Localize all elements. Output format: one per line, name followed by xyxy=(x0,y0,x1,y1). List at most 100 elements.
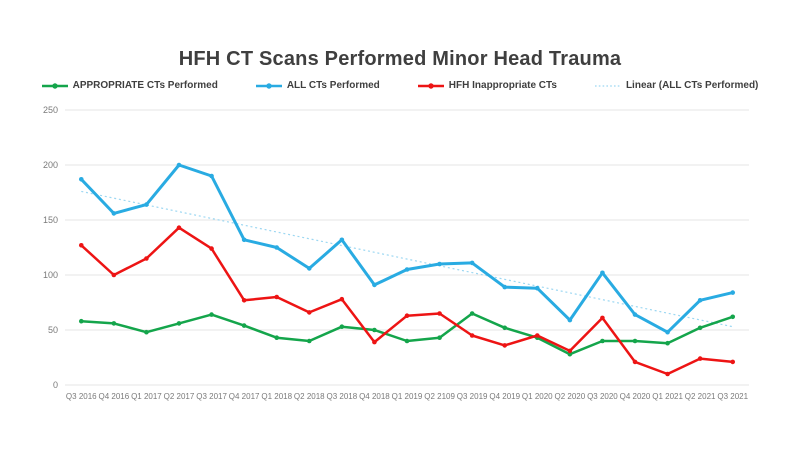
x-axis-tick-label: Q4 2020 xyxy=(620,392,651,401)
data-point[interactable] xyxy=(209,312,214,317)
y-axis-tick-label: 0 xyxy=(53,380,58,390)
data-point[interactable] xyxy=(502,284,508,290)
data-point[interactable] xyxy=(404,267,410,272)
data-point[interactable] xyxy=(78,243,84,248)
data-point[interactable] xyxy=(209,173,214,179)
data-point[interactable] xyxy=(372,327,377,333)
data-point[interactable] xyxy=(111,321,117,326)
x-axis-tick-label: Q1 2021 xyxy=(652,392,683,401)
legend-item-appropriate-cts[interactable]: APPROPRIATE CTs Performed xyxy=(41,80,218,91)
x-axis-tick-label: Q1 2020 xyxy=(522,392,553,401)
data-point[interactable] xyxy=(176,162,182,168)
x-axis-tick-label: Q4 2017 xyxy=(229,392,260,401)
data-point[interactable] xyxy=(339,296,345,302)
data-point[interactable] xyxy=(469,333,475,338)
data-point[interactable] xyxy=(339,324,345,330)
series-all-cts-performed[interactable] xyxy=(78,162,736,335)
y-axis-tick-label: 100 xyxy=(43,270,58,280)
legend-item-label: ALL CTs Performed xyxy=(286,80,380,91)
data-point[interactable] xyxy=(241,298,247,303)
data-point[interactable] xyxy=(372,282,377,288)
data-point[interactable] xyxy=(730,290,736,295)
x-axis-tick-label: Q3 2016 xyxy=(66,392,97,401)
data-point[interactable] xyxy=(469,311,475,316)
data-point[interactable] xyxy=(567,348,573,354)
data-point[interactable] xyxy=(274,294,280,300)
legend-marker-line-dot-icon xyxy=(41,82,68,90)
legend-item-hfh-inappropriate-cts[interactable]: HFH Inappropriate CTs xyxy=(417,80,557,91)
x-axis-tick-label: Q2 2018 xyxy=(294,392,325,401)
series-appropriate-cts-performed[interactable] xyxy=(78,311,736,357)
data-point[interactable] xyxy=(665,340,670,346)
data-point[interactable] xyxy=(730,314,736,320)
legend-item-label: HFH Inappropriate CTs xyxy=(448,80,557,91)
series-line[interactable] xyxy=(79,163,735,334)
data-point[interactable] xyxy=(111,272,117,278)
data-point[interactable] xyxy=(111,211,117,216)
data-point[interactable] xyxy=(404,338,410,344)
data-point[interactable] xyxy=(306,266,312,271)
data-point[interactable] xyxy=(339,237,345,243)
data-point[interactable] xyxy=(665,329,670,335)
data-point[interactable] xyxy=(241,323,247,328)
data-point[interactable] xyxy=(144,256,149,261)
data-point[interactable] xyxy=(502,343,508,348)
data-point[interactable] xyxy=(534,285,540,291)
legend-marker-dotted-line-icon xyxy=(594,82,621,90)
x-axis-tick-label: Q2 2020 xyxy=(555,392,586,401)
x-axis-tick-label: Q4 2018 xyxy=(359,392,390,401)
legend-item-linear-trendline[interactable]: Linear (ALL CTs Performed) xyxy=(594,80,758,91)
x-axis-tick-label: Q3 2018 xyxy=(327,392,358,401)
series-line[interactable] xyxy=(80,226,734,376)
x-axis-tick-label: Q3 2021 xyxy=(717,392,748,401)
data-point[interactable] xyxy=(144,329,149,335)
x-axis-tick-label: Q1 2019 xyxy=(392,392,423,401)
data-point[interactable] xyxy=(274,245,280,250)
data-point[interactable] xyxy=(176,321,182,326)
data-point[interactable] xyxy=(144,202,149,207)
data-point[interactable] xyxy=(697,356,703,361)
data-point[interactable] xyxy=(437,335,442,341)
data-point[interactable] xyxy=(730,359,736,365)
data-point[interactable] xyxy=(567,351,573,357)
data-point[interactable] xyxy=(600,338,605,344)
data-point[interactable] xyxy=(176,225,182,230)
data-point[interactable] xyxy=(241,237,247,243)
chart-legend: APPROPRIATE CTs Performed ALL CTs Perfor… xyxy=(0,80,800,91)
data-point[interactable] xyxy=(567,317,573,323)
data-point[interactable] xyxy=(697,298,703,303)
data-point[interactable] xyxy=(437,311,442,316)
x-axis-tick-label: Q1 2018 xyxy=(261,392,292,401)
series-hfh-inappropriate-cts[interactable] xyxy=(78,225,736,377)
data-point[interactable] xyxy=(78,177,84,182)
data-point[interactable] xyxy=(404,313,410,319)
data-point[interactable] xyxy=(534,333,540,338)
data-point[interactable] xyxy=(437,261,442,267)
legend-marker-line-dot-icon xyxy=(417,82,444,90)
data-point[interactable] xyxy=(469,260,475,266)
legend-marker-line-dot-icon xyxy=(255,82,282,90)
x-axis-tick-label: Q1 2017 xyxy=(131,392,162,401)
data-point[interactable] xyxy=(632,338,638,344)
data-point[interactable] xyxy=(665,371,670,377)
data-point[interactable] xyxy=(274,335,280,341)
data-point[interactable] xyxy=(697,325,703,331)
data-point[interactable] xyxy=(600,315,605,321)
trendline-linear-all-cts-performed[interactable] xyxy=(81,190,733,328)
data-point[interactable] xyxy=(600,270,605,276)
data-point[interactable] xyxy=(632,312,638,317)
data-point[interactable] xyxy=(209,246,214,251)
data-point[interactable] xyxy=(502,325,508,331)
x-axis-tick-label: Q2 2021 xyxy=(685,392,716,401)
data-point[interactable] xyxy=(306,338,312,344)
x-axis-tick-label: Q2 2017 xyxy=(164,392,195,401)
data-point[interactable] xyxy=(78,318,84,324)
data-point[interactable] xyxy=(632,359,638,365)
data-point[interactable] xyxy=(306,310,312,315)
series-line[interactable] xyxy=(80,312,734,356)
x-axis-tick-label: Q3 2019 xyxy=(457,392,488,401)
legend-item-all-cts[interactable]: ALL CTs Performed xyxy=(255,80,380,91)
legend-item-label: APPROPRIATE CTs Performed xyxy=(72,80,218,91)
data-point[interactable] xyxy=(372,339,377,345)
